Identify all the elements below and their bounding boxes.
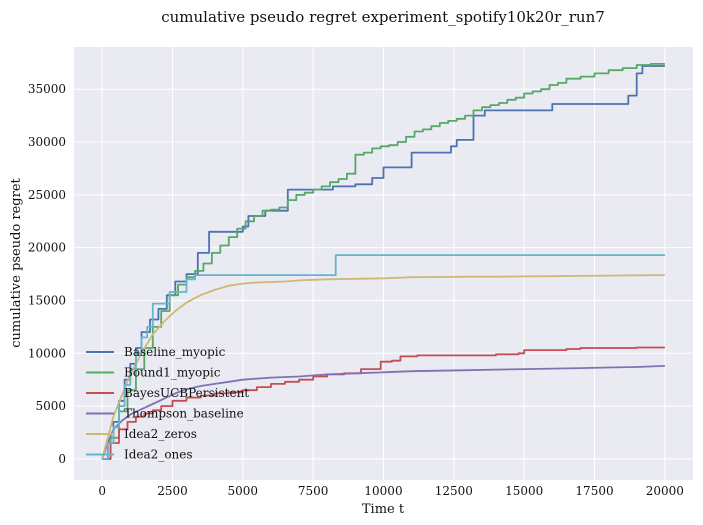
legend: Baseline_myopic Bound1_myopic BayesUCBPers… — [86, 345, 249, 462]
legend-label: Idea2_ones — [124, 448, 193, 462]
x-tick-label: 7500 — [298, 484, 329, 498]
x-tick-label: 0 — [98, 484, 106, 498]
chart-title: cumulative pseudo regret experiment_spot… — [161, 8, 605, 26]
x-tick-label: 15000 — [505, 484, 543, 498]
x-axis-label: Time t — [362, 502, 405, 517]
x-tick-label: 12500 — [435, 484, 473, 498]
series-line-idea2-zeros — [101, 274, 665, 460]
x-tick-label: 10000 — [364, 484, 402, 498]
y-tick-label: 25000 — [28, 188, 66, 202]
y-tick-label: 30000 — [28, 135, 66, 149]
series-line-bound1-myopic — [102, 63, 665, 460]
legend-label: Idea2_zeros — [124, 427, 197, 441]
y-tick-labels: 0 5000 10000 15000 20000 25000 30000 35000 — [28, 82, 66, 466]
y-tick-label: 20000 — [28, 241, 66, 255]
legend-label: BayesUCBPersistent — [124, 386, 249, 400]
y-tick-label: 5000 — [35, 399, 66, 413]
x-tick-label: 20000 — [646, 484, 684, 498]
y-tick-label: 15000 — [28, 293, 66, 307]
y-tick-label: 10000 — [28, 346, 66, 360]
y-axis-label: cumulative pseudo regret — [9, 177, 24, 347]
x-tick-label: 5000 — [228, 484, 259, 498]
series-line-thompson-baseline — [101, 365, 665, 460]
legend-label: Baseline_myopic — [124, 345, 226, 359]
grid — [74, 47, 693, 480]
series-layer — [101, 63, 665, 460]
y-tick-label: 0 — [58, 452, 66, 466]
x-tick-labels: 0 2500 5000 7500 10000 12500 15000 17500 20000 — [98, 484, 684, 498]
legend-label: Bound1_myopic — [124, 366, 221, 380]
legend-label: Thompson_baseline — [124, 407, 244, 421]
y-tick-label: 35000 — [28, 82, 66, 96]
x-tick-label: 17500 — [575, 484, 613, 498]
series-line-idea2-ones — [102, 254, 665, 460]
x-tick-label: 2500 — [157, 484, 188, 498]
series-line-bayesucbpersistent — [102, 346, 665, 460]
